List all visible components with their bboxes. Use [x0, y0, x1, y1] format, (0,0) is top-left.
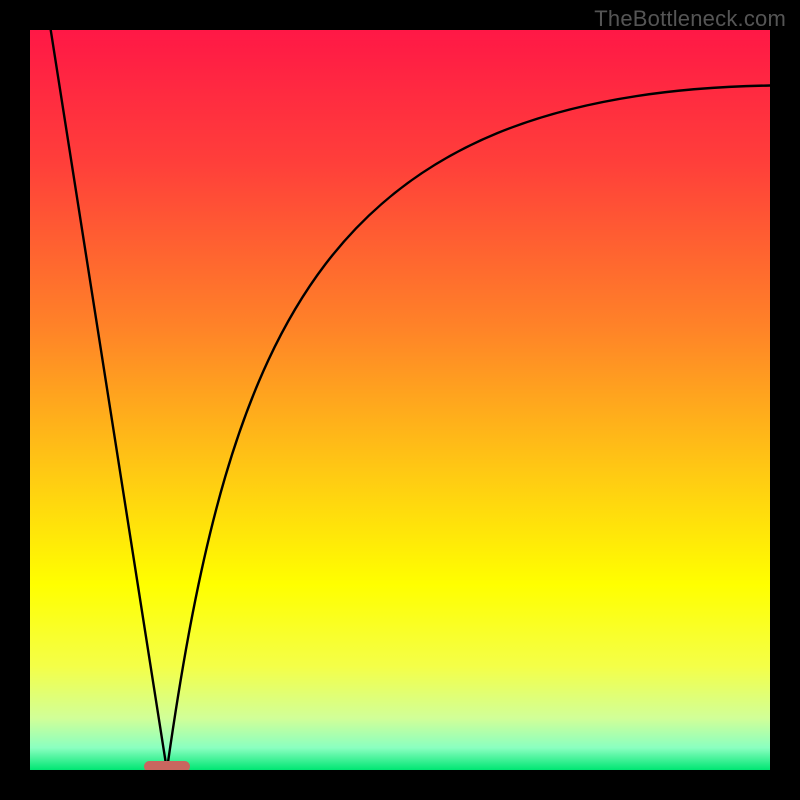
- chart-svg: [30, 30, 770, 770]
- watermark-text: TheBottleneck.com: [594, 6, 786, 32]
- notch-marker: [144, 761, 190, 770]
- plot-area: [30, 30, 770, 770]
- gradient-background: [30, 30, 770, 770]
